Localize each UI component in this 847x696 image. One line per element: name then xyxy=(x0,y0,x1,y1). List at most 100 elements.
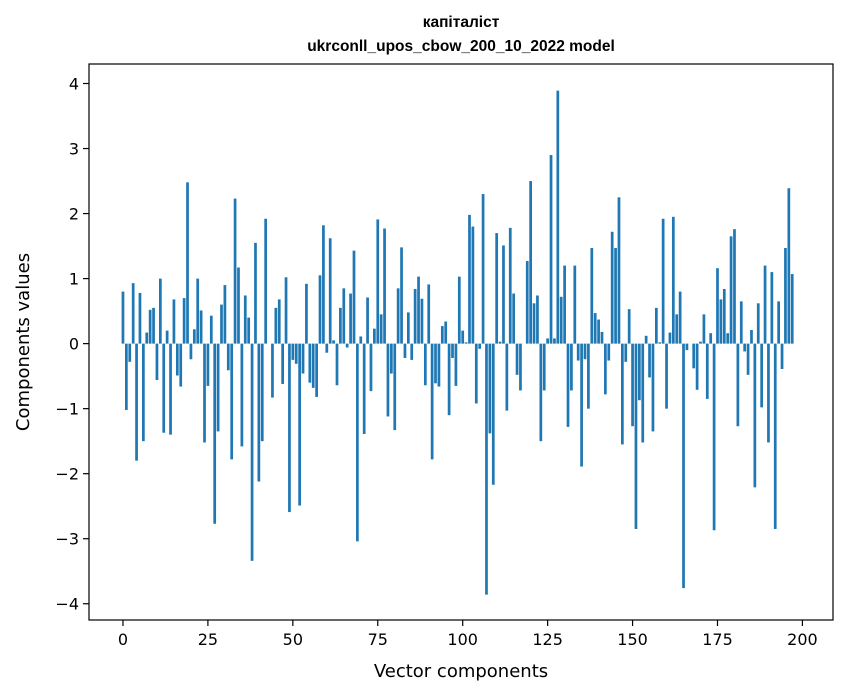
bar-91 xyxy=(430,343,434,460)
y-tick-label: 0 xyxy=(69,335,79,354)
bar-26 xyxy=(209,315,213,344)
bar-29 xyxy=(220,304,223,344)
bar-166 xyxy=(685,343,689,351)
bar-68 xyxy=(352,250,356,344)
bar-0 xyxy=(121,291,125,344)
bar-14 xyxy=(169,343,172,435)
bar-2 xyxy=(128,343,132,362)
bar-76 xyxy=(379,314,383,344)
bar-38 xyxy=(250,343,254,561)
bar-161 xyxy=(668,332,672,344)
bar-18 xyxy=(182,298,186,344)
bar-193 xyxy=(777,301,780,344)
bar-87 xyxy=(417,276,420,344)
bar-45 xyxy=(274,307,278,344)
bar-17 xyxy=(179,343,183,387)
x-tick-label: 75 xyxy=(368,630,388,649)
bar-56 xyxy=(311,343,315,388)
bar-145 xyxy=(614,248,617,344)
bar-195 xyxy=(784,248,787,344)
bar-175 xyxy=(716,268,719,344)
bar-22 xyxy=(196,278,200,344)
bar-103 xyxy=(471,226,475,344)
bar-181 xyxy=(736,343,740,427)
bar-130 xyxy=(563,265,566,344)
bar-126 xyxy=(549,155,553,344)
bar-90 xyxy=(427,284,431,344)
bar-188 xyxy=(760,343,764,408)
bar-150 xyxy=(631,343,634,427)
bar-122 xyxy=(536,295,539,344)
x-tick-label: 175 xyxy=(702,630,733,649)
bar-144 xyxy=(610,231,614,344)
bar-124 xyxy=(542,343,546,391)
bar-183 xyxy=(743,343,747,352)
bar-75 xyxy=(376,219,380,344)
bar-30 xyxy=(223,285,227,344)
bar-156 xyxy=(651,343,655,432)
bar-73 xyxy=(369,343,373,392)
bar-13 xyxy=(165,330,169,344)
bar-196 xyxy=(787,188,791,344)
bar-131 xyxy=(566,343,570,427)
bar-171 xyxy=(702,314,706,344)
y-tick-label: −1 xyxy=(55,400,79,419)
bar-123 xyxy=(539,343,543,442)
bar-84 xyxy=(406,312,410,344)
bar-117 xyxy=(519,343,522,391)
bar-28 xyxy=(216,343,220,432)
bar-69 xyxy=(356,343,359,542)
bar-34 xyxy=(237,267,240,344)
bar-138 xyxy=(590,248,594,344)
bar-92 xyxy=(434,343,437,384)
bar-113 xyxy=(505,343,509,411)
bar-114 xyxy=(508,227,512,344)
bar-10 xyxy=(155,343,159,381)
bar-158 xyxy=(658,342,662,344)
bar-65 xyxy=(342,288,346,344)
y-axis-label: Components values xyxy=(13,253,34,431)
bar-148 xyxy=(624,343,628,362)
bar-88 xyxy=(420,298,424,344)
bar-71 xyxy=(362,343,366,435)
bar-81 xyxy=(396,288,400,344)
bar-155 xyxy=(648,343,651,378)
bar-31 xyxy=(226,343,230,371)
bar-21 xyxy=(192,329,196,344)
bar-11 xyxy=(158,278,162,344)
bar-4 xyxy=(135,343,138,461)
bar-162 xyxy=(671,216,675,344)
bar-60 xyxy=(325,343,329,353)
bar-136 xyxy=(583,343,587,360)
bar-52 xyxy=(298,343,301,506)
x-axis-ticks: 0 25 50 75 100 125 150 175 200 xyxy=(118,620,818,649)
bar-142 xyxy=(604,343,607,395)
y-axis-ticks: −4 −3 −2 −1 0 1 2 3 4 xyxy=(55,75,89,614)
bar-184 xyxy=(746,343,750,375)
x-tick-label: 100 xyxy=(447,630,478,649)
bar-27 xyxy=(213,343,217,524)
bar-105 xyxy=(478,343,482,349)
bar-141 xyxy=(600,331,604,344)
bar-194 xyxy=(780,343,784,369)
bar-135 xyxy=(580,343,583,467)
bar-189 xyxy=(763,265,767,344)
bar-49 xyxy=(288,343,291,513)
bar-163 xyxy=(675,314,679,344)
bar-5 xyxy=(138,292,142,344)
bar-53 xyxy=(301,343,305,374)
bar-111 xyxy=(498,341,502,344)
bar-120 xyxy=(529,181,532,344)
bar-149 xyxy=(627,309,631,344)
bar-12 xyxy=(162,343,166,433)
bar-79 xyxy=(390,343,393,374)
bar-36 xyxy=(243,295,247,344)
bar-96 xyxy=(447,343,451,416)
bar-66 xyxy=(345,343,349,348)
bar-133 xyxy=(573,265,577,344)
bar-41 xyxy=(260,343,264,442)
bar-119 xyxy=(525,261,529,344)
bar-140 xyxy=(597,319,600,344)
chart-subtitle: ukrconll_upos_cbow_200_10_2022 model xyxy=(307,38,615,55)
